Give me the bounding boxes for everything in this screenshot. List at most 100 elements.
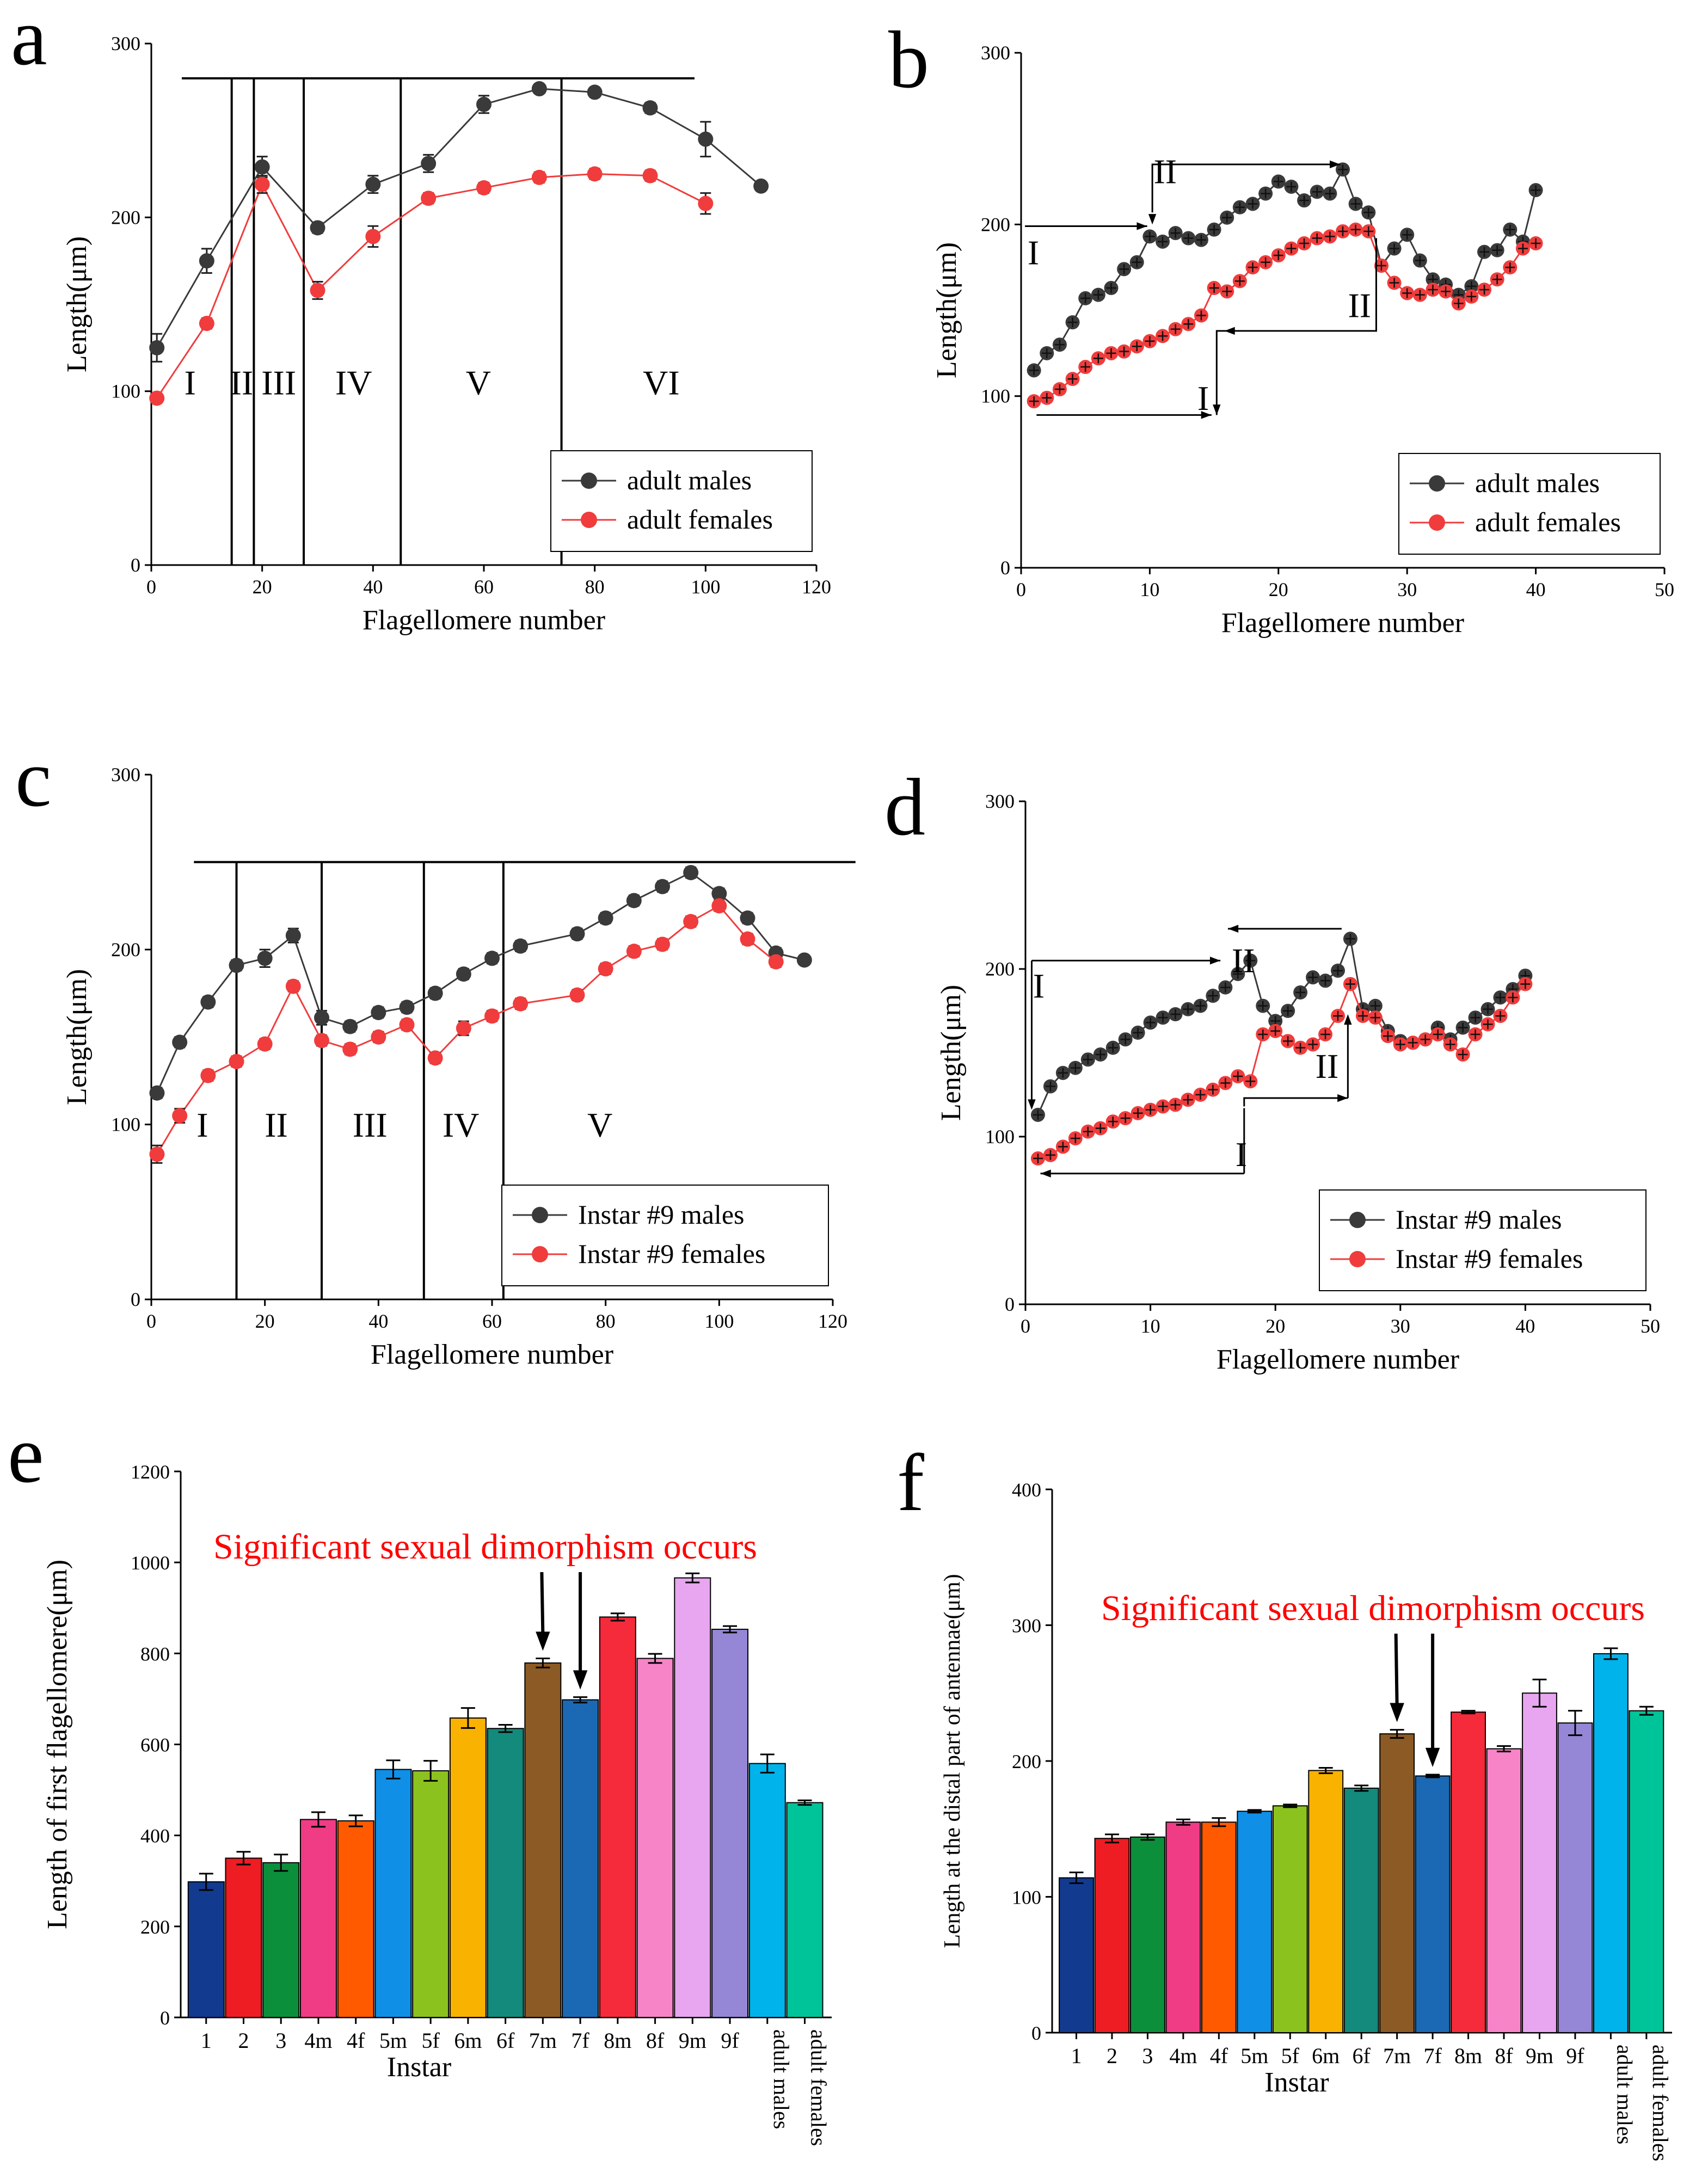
legend: Instar #9 males Instar #9 females <box>1319 1189 1646 1291</box>
x-axis-title: Instar <box>1264 2067 1329 2098</box>
bar-7f <box>1415 1775 1451 2034</box>
x-tick-label: 20 <box>253 576 272 598</box>
data-point <box>683 913 699 929</box>
legend-entry: Instar #9 females <box>578 1238 765 1269</box>
legend-entry: adult males <box>627 465 752 495</box>
y-tick-label: 0 <box>131 554 140 576</box>
bar-adult-males <box>748 1763 786 2018</box>
y-tick-label: 200 <box>1012 1751 1041 1772</box>
data-point <box>342 1041 358 1057</box>
x-tick-label: 10 <box>1140 579 1159 600</box>
x-axis-title: Flagellomere number <box>363 605 605 636</box>
y-tick-label: 300 <box>1012 1615 1041 1637</box>
legend-box <box>1319 1189 1646 1291</box>
category-label: 4m <box>1169 2044 1197 2068</box>
y-tick-label: 300 <box>111 764 140 786</box>
legend-box <box>550 450 813 552</box>
female-arrow-label-I: I <box>1236 1135 1247 1174</box>
data-point <box>371 1029 386 1045</box>
category-label: adult females <box>1648 2045 1673 2161</box>
male-arrow-label-II: II <box>1153 152 1177 191</box>
male-arrow-2 <box>1151 163 1341 213</box>
legend-swatch-marker <box>1429 514 1445 531</box>
category-label: adult males <box>1612 2045 1637 2144</box>
data-point <box>587 84 603 100</box>
data-point <box>149 390 165 406</box>
category-label: 8m <box>1454 2044 1482 2068</box>
female-arrow-2-head <box>1224 327 1235 335</box>
data-point <box>513 996 529 1011</box>
data-point <box>310 283 325 298</box>
category-label: 6f <box>496 2028 515 2053</box>
x-axis-title: Flagellomere number <box>371 1339 613 1370</box>
y-axis-title: Length at the distal part of antennae(μm… <box>940 1574 965 1948</box>
bar-7m <box>1379 1733 1415 2034</box>
x-tick-label: 50 <box>1655 579 1674 600</box>
y-tick-label: 1000 <box>131 1552 170 1574</box>
annotation-arrow-shaft <box>540 1572 545 1635</box>
category-label: 1 <box>201 2028 212 2053</box>
y-tick-label: 100 <box>981 385 1010 407</box>
data-point <box>285 928 301 943</box>
y-tick-label: 800 <box>140 1643 170 1665</box>
data-point <box>569 987 585 1003</box>
bar-8m <box>1451 1711 1486 2033</box>
legend-entry: Instar #9 males <box>578 1199 744 1230</box>
bar-9f <box>1557 1722 1593 2033</box>
male-arrow-2-head <box>1227 924 1239 933</box>
y-tick-label: 100 <box>111 381 140 402</box>
data-point <box>229 1053 244 1069</box>
data-point <box>698 131 714 147</box>
y-tick-label: 0 <box>1031 2022 1041 2044</box>
x-tick-label: 10 <box>1141 1315 1160 1337</box>
data-point <box>149 1085 165 1101</box>
series-males <box>149 81 769 363</box>
x-tick-label: 120 <box>802 576 831 598</box>
data-point <box>711 898 727 913</box>
category-label: 9m <box>1526 2044 1553 2068</box>
region-label: III <box>353 1106 388 1144</box>
data-point <box>254 159 270 175</box>
legend-swatch-marker <box>532 1207 548 1223</box>
category-label: 6m <box>1312 2044 1340 2068</box>
data-point <box>149 340 165 355</box>
panel-label-a: a <box>11 0 47 82</box>
bar-1 <box>1059 1877 1094 2034</box>
region-label: VI <box>643 364 680 402</box>
category-label: 4m <box>304 2028 332 2053</box>
legend-box <box>501 1185 829 1286</box>
x-tick-label: 50 <box>1641 1315 1660 1337</box>
legend-swatch-marker <box>532 1246 548 1262</box>
region-label: II <box>265 1106 288 1144</box>
bar-3 <box>1130 1836 1165 2033</box>
category-label: 5f <box>1281 2044 1300 2068</box>
y-tick-label: 100 <box>985 1126 1015 1148</box>
annotation-arrow-head <box>573 1670 588 1690</box>
chart-b: 0 10 20 30 40 50 0 100 200 300 Flagellomere number… <box>931 42 1674 639</box>
category-label: 9f <box>721 2028 739 2053</box>
x-axis-title: Flagellomere number <box>1221 608 1464 639</box>
data-point <box>456 1020 471 1036</box>
bar-2 <box>225 1857 262 2018</box>
region-label: III <box>261 364 296 402</box>
category-label: 2 <box>238 2028 249 2053</box>
data-point <box>569 926 585 942</box>
panel-label-d: d <box>884 762 925 852</box>
data-point <box>456 966 471 982</box>
series-females <box>149 898 784 1164</box>
annotation-text: Significant sexual dimorphism occurs <box>213 1527 757 1567</box>
x-tick-label: 80 <box>596 1310 616 1332</box>
x-tick-label: 40 <box>1515 1315 1535 1337</box>
bar-5m <box>1237 1811 1273 2033</box>
category-label: adult females <box>807 2029 831 2146</box>
category-label: 7f <box>1423 2044 1442 2068</box>
bar-adult-females <box>1629 1710 1664 2034</box>
y-tick-label: 400 <box>140 1825 170 1847</box>
x-tick-label: 0 <box>146 1310 156 1332</box>
bar-9m <box>1522 1692 1557 2033</box>
series-males <box>149 864 812 1101</box>
bar-4m <box>299 1819 337 2019</box>
bar-9f <box>711 1629 749 2018</box>
